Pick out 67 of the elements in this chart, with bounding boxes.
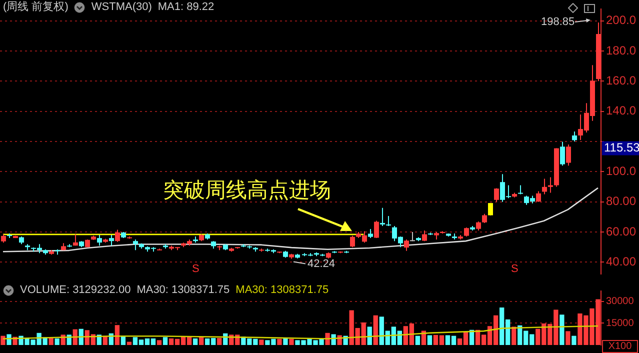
candlestick: [410, 232, 415, 242]
candlestick: [482, 213, 487, 224]
bar: [192, 338, 198, 345]
bar: [114, 325, 120, 345]
candlestick: [566, 144, 571, 166]
candlestick: [542, 178, 547, 195]
bar: [415, 336, 420, 345]
bar: [217, 338, 222, 345]
y-axis-title: X100: [602, 340, 638, 353]
y-tick-label: 100.0: [606, 164, 636, 178]
bar: [259, 340, 264, 345]
candlestick: [97, 234, 102, 246]
bar: [0, 336, 6, 345]
annotation: S: [511, 263, 518, 275]
bar: [566, 331, 570, 345]
bar: [367, 326, 372, 345]
candlestick: [380, 207, 385, 226]
candlestick: [464, 226, 469, 238]
candlestick: [350, 235, 355, 248]
candlestick: [518, 184, 523, 195]
bar: [427, 335, 432, 345]
candlestick: [404, 239, 409, 252]
chart-title: (周线 前复权): [3, 1, 68, 13]
bar: [289, 338, 294, 345]
candlestick: [548, 176, 553, 194]
annotation: WSTMA(30): [91, 1, 152, 13]
bar: [120, 336, 126, 345]
bar: [54, 338, 60, 345]
bar: [156, 340, 162, 345]
candlestick: [560, 141, 565, 166]
annotation: MA1: 89.22: [158, 1, 214, 13]
y-tick-label: 140.0: [606, 104, 636, 118]
y-tick-label: 200.0: [606, 13, 636, 28]
candlestick: [494, 188, 499, 202]
y-tick-label: 30000: [606, 296, 634, 308]
annotation: MA30: 1308371.75: [236, 284, 329, 296]
bar: [162, 337, 168, 345]
bar: [283, 338, 288, 345]
candlestick: [133, 239, 138, 251]
bar: [126, 342, 132, 345]
annotation: 突破周线高点进场: [163, 177, 331, 204]
candlestick: [476, 220, 481, 232]
y-tick-label: 40.00: [606, 254, 636, 268]
y-tick-label: 180.0: [606, 43, 636, 58]
bar: [512, 326, 516, 345]
bar: [572, 336, 576, 345]
bar: [373, 315, 378, 345]
y-tick-label: 15000: [606, 318, 634, 329]
annotation: VOLUME: 3129232.00: [20, 284, 131, 296]
bar: [277, 338, 282, 345]
y-tick-label: 160.0: [606, 73, 636, 88]
candlestick: [368, 228, 373, 239]
annotation: 42.24: [307, 258, 336, 270]
candlestick: [374, 220, 379, 239]
bar: [48, 338, 54, 345]
annotation: MA30: 1308371.75: [136, 284, 230, 296]
y-tick-label: 80.00: [606, 194, 636, 208]
candlestick: [115, 229, 120, 242]
candlestick: [572, 131, 577, 142]
y-tick-label: 60.00: [606, 224, 636, 238]
bar: [560, 314, 564, 345]
candlestick: [109, 234, 114, 246]
annotation: 198.85: [541, 16, 575, 28]
candlestick: [536, 190, 541, 202]
annotation: 115.53: [604, 140, 639, 155]
annotation: S: [192, 263, 200, 275]
candlestick: [386, 216, 391, 226]
